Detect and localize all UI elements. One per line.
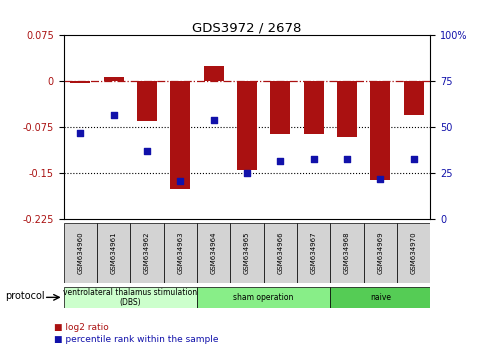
Point — [343, 156, 350, 161]
Text: GSM634969: GSM634969 — [377, 232, 383, 274]
Text: GSM634968: GSM634968 — [343, 232, 349, 274]
Bar — [63, 223, 97, 283]
Text: naive: naive — [369, 293, 390, 302]
Bar — [137, 81, 157, 121]
Text: GSM634964: GSM634964 — [210, 232, 216, 274]
Text: GSM634961: GSM634961 — [110, 232, 116, 274]
Bar — [270, 81, 290, 133]
Bar — [329, 287, 429, 308]
Text: GSM634963: GSM634963 — [177, 232, 183, 274]
Bar — [296, 223, 329, 283]
Text: GSM634970: GSM634970 — [410, 232, 416, 274]
Bar — [396, 223, 429, 283]
Text: GSM634966: GSM634966 — [277, 232, 283, 274]
Title: GDS3972 / 2678: GDS3972 / 2678 — [192, 21, 301, 34]
Bar — [197, 287, 329, 308]
Text: ventrolateral thalamus stimulation
(DBS): ventrolateral thalamus stimulation (DBS) — [63, 288, 197, 307]
Text: protocol: protocol — [5, 291, 44, 301]
Text: ■ log2 ratio: ■ log2 ratio — [54, 323, 108, 332]
Bar — [403, 81, 423, 115]
Text: GSM634965: GSM634965 — [244, 232, 249, 274]
Bar — [230, 223, 263, 283]
Text: GSM634960: GSM634960 — [77, 232, 83, 274]
Point — [276, 158, 284, 164]
Bar — [130, 223, 163, 283]
Text: sham operation: sham operation — [233, 293, 293, 302]
Point — [176, 178, 184, 184]
Bar — [363, 223, 396, 283]
Point — [209, 117, 217, 123]
Bar — [336, 81, 356, 137]
Text: ■ percentile rank within the sample: ■ percentile rank within the sample — [54, 335, 218, 344]
Bar — [369, 81, 389, 179]
Bar — [97, 223, 130, 283]
Point — [243, 171, 250, 176]
Bar — [170, 81, 190, 189]
Text: GSM634967: GSM634967 — [310, 232, 316, 274]
Bar — [63, 287, 197, 308]
Text: GSM634962: GSM634962 — [143, 232, 150, 274]
Point — [76, 130, 84, 136]
Bar — [197, 223, 230, 283]
Bar — [303, 81, 323, 133]
Bar — [237, 81, 256, 170]
Point — [376, 176, 384, 182]
Point — [142, 149, 150, 154]
Bar — [163, 223, 197, 283]
Point — [409, 156, 417, 161]
Bar — [203, 66, 223, 81]
Bar — [329, 223, 363, 283]
Bar — [70, 81, 90, 83]
Point — [309, 156, 317, 161]
Bar — [263, 223, 296, 283]
Bar — [103, 77, 123, 81]
Point — [109, 112, 117, 118]
